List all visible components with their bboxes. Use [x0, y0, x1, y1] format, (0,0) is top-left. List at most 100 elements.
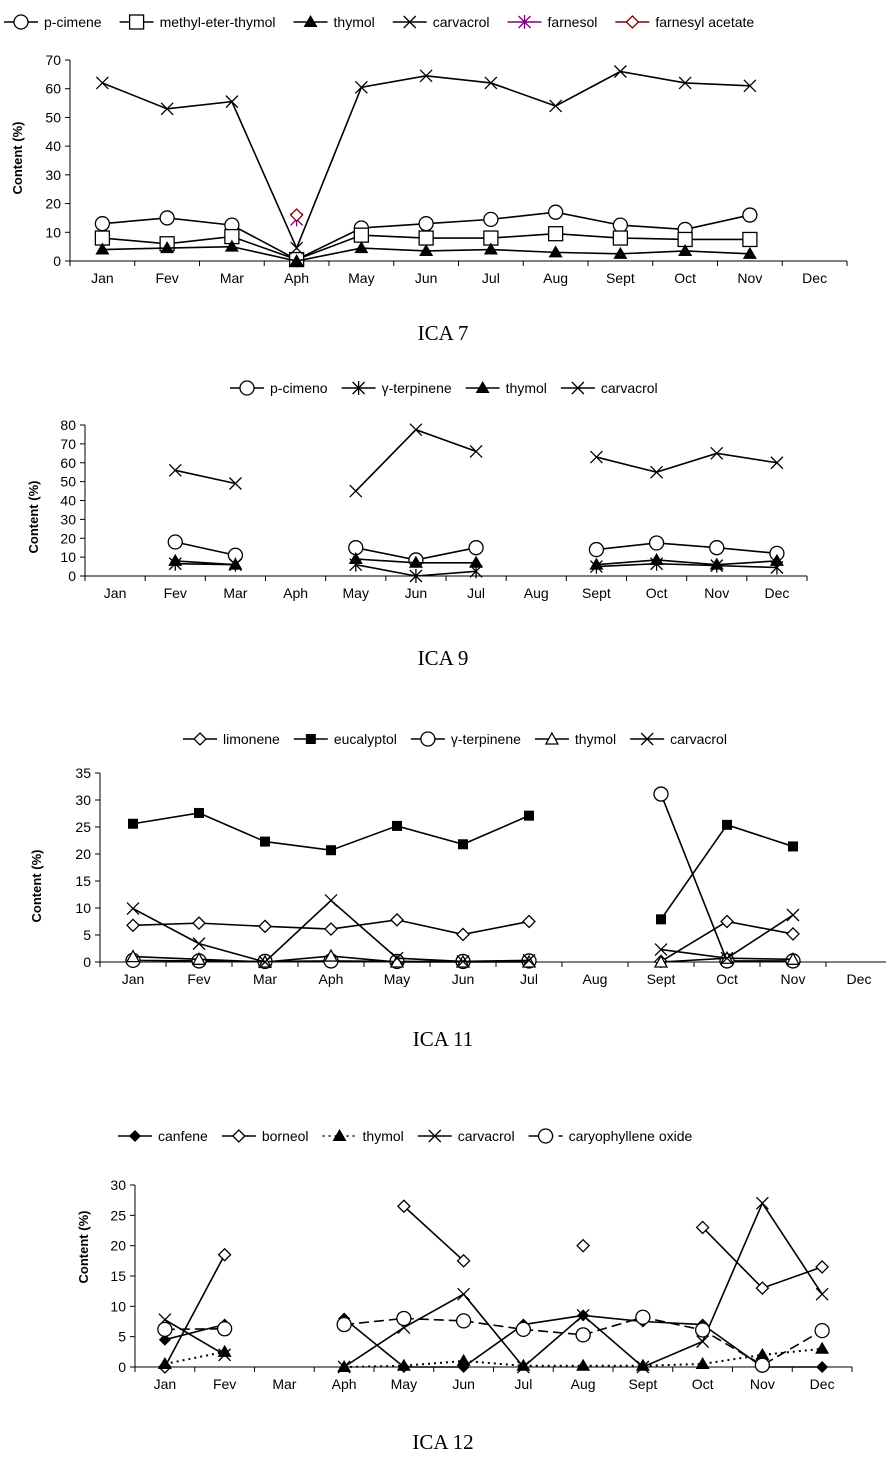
data-point [323, 948, 339, 962]
data-point [418, 230, 434, 246]
legend-swatch-marker [544, 731, 560, 745]
series-line [596, 559, 777, 566]
data-point [649, 552, 664, 565]
series-limonene [126, 912, 800, 969]
legend-item: thymol [293, 14, 375, 30]
data-point [390, 951, 404, 965]
data-point [128, 818, 138, 829]
data-point [484, 76, 498, 90]
legend-label: thymol [363, 1128, 404, 1144]
legend-swatch-marker [193, 732, 207, 746]
data-point [354, 80, 368, 94]
data-point [576, 1238, 591, 1253]
series-line [596, 452, 778, 474]
series-line [355, 428, 477, 492]
data-point [192, 937, 206, 951]
data-point [589, 450, 603, 464]
x-tick-label: Sept [628, 1376, 657, 1392]
data-point [160, 102, 174, 116]
x-tick-label: Jan [91, 270, 114, 286]
plot-area: 0 5 10 15 20 25 30 Jan Fev Mar Aph May Jun Jul Aug Sept… [110, 1177, 853, 1392]
y-tick-label: 15 [110, 1268, 126, 1284]
data-point [157, 1356, 172, 1369]
data-point [456, 1353, 471, 1366]
data-point [126, 918, 140, 933]
chart-ica-12: canfene borneol thymol carvacrol caryophylle… [76, 1128, 853, 1392]
series-line [596, 542, 777, 555]
data-point [635, 1309, 651, 1325]
legend-swatch-marker [537, 1128, 554, 1144]
legend-label: p-cimeno [270, 380, 328, 396]
chart-ica-9: p-cimeno γ-terpinene thymol carvacrol Conte… [26, 380, 808, 601]
y-axis-label: Content (%) [76, 1211, 91, 1284]
data-point [469, 444, 483, 458]
data-point [709, 557, 724, 570]
series-line [175, 469, 236, 485]
data-point [694, 1322, 711, 1338]
x-tick-label: Dec [810, 1376, 835, 1392]
legend-label: farnesol [548, 14, 598, 30]
legend-label: thymol [575, 731, 616, 747]
legend-swatch-marker [352, 381, 366, 395]
x-tick-label: Dec [802, 270, 827, 286]
data-point [326, 845, 336, 856]
legend-swatch-marker [128, 14, 145, 30]
data-point [324, 922, 338, 936]
data-point [695, 1356, 710, 1369]
data-point [191, 951, 207, 965]
series-line [660, 793, 793, 962]
data-point [710, 446, 724, 460]
legend-label: farnesyl acetate [655, 14, 754, 30]
data-point [336, 1316, 352, 1333]
legend-item: p-cimene [4, 14, 102, 30]
data-point [612, 230, 629, 246]
y-tick-label: 10 [75, 900, 91, 916]
x-tick-label: Oct [716, 971, 738, 987]
data-point [290, 241, 304, 255]
data-point [456, 1253, 471, 1268]
x-tick-label: May [384, 971, 410, 987]
data-point [576, 1358, 591, 1371]
x-tick-label: Fev [155, 270, 178, 286]
x-tick-label: Jun [415, 270, 438, 286]
y-tick-label: 25 [75, 819, 91, 835]
data-point [722, 819, 732, 830]
legend-label: γ-terpinene [382, 380, 452, 396]
legend-swatch-marker [13, 14, 29, 30]
y-tick-label: 0 [83, 954, 91, 970]
legend-item: farnesol [507, 14, 598, 30]
x-tick-label: Jun [405, 585, 428, 601]
chart-ica-7: p-cimene methyl-eter-thymol thymol carvacro… [4, 14, 848, 286]
data-point [458, 839, 468, 850]
data-point [228, 477, 242, 490]
data-point [408, 555, 423, 568]
legend: p-cimeno γ-terpinene thymol carvacrol [230, 380, 658, 396]
data-point [456, 955, 470, 968]
legend-swatch-marker [332, 1129, 347, 1141]
x-tick-label: Jan [154, 1376, 177, 1392]
legend: p-cimene methyl-eter-thymol thymol carvacro… [4, 14, 754, 30]
data-point [457, 1287, 471, 1301]
data-point [755, 1281, 770, 1296]
legend-item: limonene [183, 731, 280, 747]
data-point [157, 1321, 173, 1338]
data-point [786, 908, 800, 922]
x-tick-label: Dec [764, 585, 789, 601]
data-point [743, 79, 757, 93]
x-tick-label: Jul [467, 585, 485, 601]
data-point [755, 1196, 769, 1210]
legend-swatch-marker [305, 734, 316, 744]
data-point [549, 99, 563, 113]
x-tick-label: Aug [583, 971, 608, 987]
data-point [653, 786, 669, 802]
x-tick-label: May [343, 585, 369, 601]
data-point [95, 76, 109, 90]
series-line [175, 560, 236, 566]
x-tick-label: Oct [692, 1376, 714, 1392]
legend-item: canfene [118, 1128, 208, 1144]
series-line [164, 1318, 226, 1356]
legend-item: carvacrol [392, 14, 490, 30]
series-line [164, 1254, 226, 1368]
data-point [168, 463, 182, 477]
legend-label: carvacrol [670, 731, 727, 747]
